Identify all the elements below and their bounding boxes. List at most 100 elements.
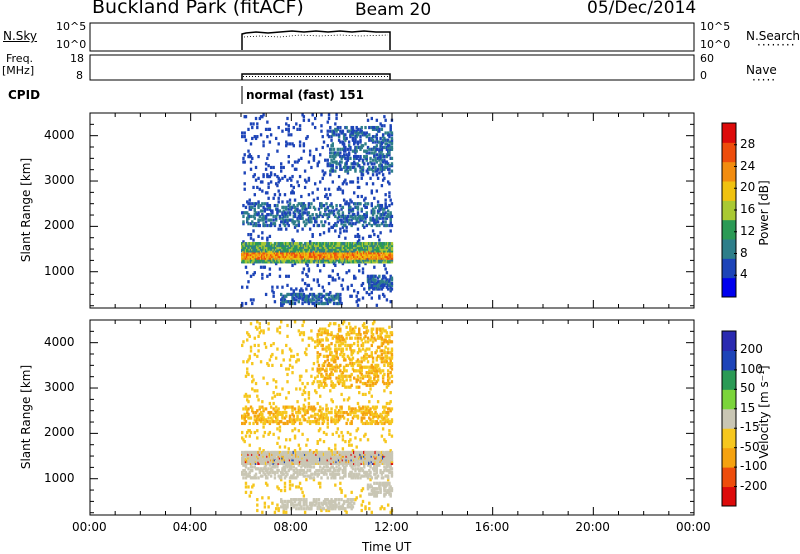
power-cell (317, 301, 321, 306)
power-cell (351, 162, 355, 166)
power-cell (316, 249, 319, 253)
velocity-cell (300, 465, 303, 469)
power-cell (373, 154, 376, 159)
power-cell (360, 173, 363, 177)
power-cell (282, 218, 285, 222)
velocity-cell (317, 469, 321, 473)
velocity-cell (302, 407, 306, 411)
velocity-cell (375, 371, 379, 375)
power-cell (375, 216, 379, 220)
power-cell (344, 178, 347, 182)
power-cell (257, 256, 260, 260)
power-cell (321, 245, 324, 249)
power-cell (273, 247, 277, 251)
velocity-cell (312, 498, 316, 502)
velocity-cell (276, 465, 279, 469)
velocity-cell (308, 476, 312, 480)
power-cell (278, 193, 282, 197)
power-cell (345, 125, 348, 130)
velocity-cell (310, 476, 313, 480)
power-cell (360, 129, 363, 133)
power-cell (374, 252, 377, 257)
velocity-cell (342, 369, 346, 373)
power-cell (316, 242, 319, 246)
velocity-cell (249, 405, 253, 409)
power-cell (292, 252, 295, 257)
power-cell (349, 207, 352, 211)
power-cell (280, 251, 283, 255)
velocity-cell (258, 331, 262, 335)
power-cell (261, 231, 264, 235)
velocity-cell (322, 363, 326, 368)
power-cell (347, 209, 351, 213)
power-cell (331, 256, 334, 260)
velocity-cell (256, 421, 259, 426)
velocity-cell (266, 483, 269, 487)
velocity-cell (319, 427, 322, 431)
power-cell (285, 127, 288, 131)
power-cell (381, 220, 385, 224)
velocity-cell (263, 459, 267, 464)
velocity-cell (345, 459, 348, 464)
power-cell (277, 260, 280, 264)
velocity-cell (366, 371, 370, 375)
power-cell (330, 251, 333, 255)
power-cell (288, 256, 292, 260)
power-cell (278, 254, 282, 258)
power-cell (263, 209, 267, 213)
power-cell (307, 258, 311, 262)
velocity-cell (339, 378, 342, 382)
velocity-cell (325, 461, 328, 465)
power-cell (249, 247, 253, 251)
power-cell (298, 247, 302, 251)
velocity-cell (305, 456, 308, 460)
power-cell (293, 292, 297, 297)
velocity-cell (298, 501, 302, 505)
power-cell (379, 251, 382, 255)
velocity-cell (244, 407, 248, 411)
power-cell (364, 216, 367, 220)
power-cell (307, 216, 311, 220)
velocity-cell (370, 488, 374, 493)
velocity-cell (317, 459, 321, 464)
velocity-cell (352, 458, 356, 462)
velocity-cell (303, 405, 307, 409)
power-cell (376, 220, 380, 224)
velocity-cell (330, 450, 333, 455)
power-cell (339, 154, 342, 159)
power-cell (291, 191, 294, 195)
power-cell (319, 243, 322, 248)
velocity-cell (302, 332, 306, 337)
power-cell (373, 245, 376, 249)
velocity-cell (311, 454, 314, 458)
power-cell (321, 249, 324, 253)
power-cell (276, 258, 279, 262)
power-cell (378, 281, 381, 286)
velocity-cell (258, 407, 262, 411)
velocity-cell (303, 461, 307, 465)
power-cell (248, 249, 251, 253)
velocity-cell (302, 320, 306, 324)
power-cell (242, 256, 245, 260)
power-cell (296, 180, 299, 184)
velocity-cell (243, 412, 246, 416)
power-cell (340, 254, 343, 258)
velocity-cell (358, 329, 361, 333)
power-cell (359, 216, 362, 220)
power-cell (337, 254, 341, 258)
velocity-cell (330, 398, 333, 402)
velocity-cell (322, 385, 326, 389)
velocity-cell (355, 496, 358, 500)
power-cell (375, 189, 379, 193)
velocity-cell (371, 381, 375, 386)
velocity-cell (261, 474, 264, 478)
velocity-cell (256, 418, 259, 422)
power-cell (242, 258, 245, 262)
velocity-cell (347, 322, 351, 326)
velocity-cell (258, 412, 262, 416)
velocity-cell (344, 467, 347, 471)
velocity-cell (271, 418, 274, 422)
power-cell (272, 249, 275, 253)
power-cell (327, 247, 331, 251)
velocity-cell (373, 494, 376, 498)
